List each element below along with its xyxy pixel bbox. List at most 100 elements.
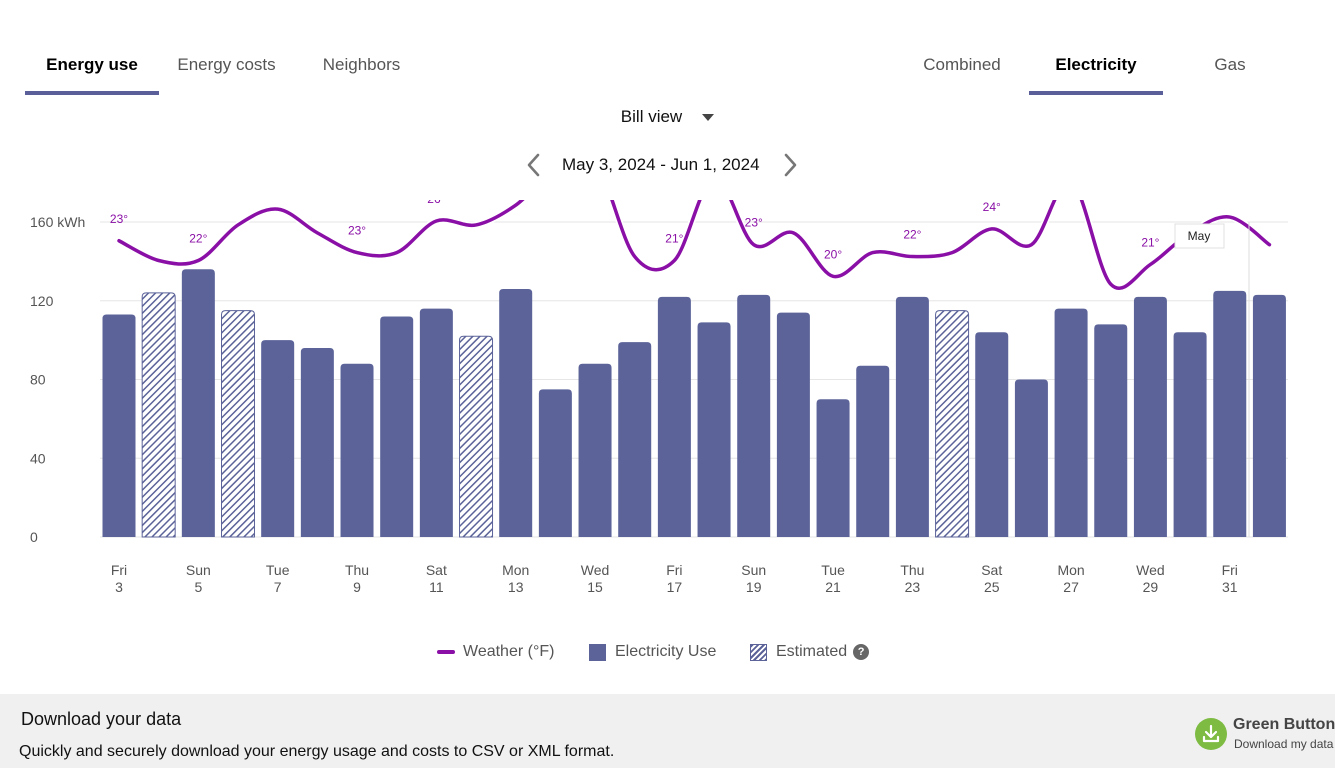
x-tick-date: 27	[1063, 579, 1079, 595]
x-tick-day: Sat	[426, 562, 447, 578]
usage-bar[interactable]	[697, 322, 731, 537]
download-data-panel: Download your data Quickly and securely …	[0, 694, 1335, 768]
usage-bar[interactable]	[1094, 324, 1128, 537]
estimated-usage-bar[interactable]	[141, 292, 176, 538]
temperature-label: 21°	[1141, 235, 1159, 249]
view-selector[interactable]: Bill view	[0, 107, 1335, 127]
x-tick-date: 15	[587, 579, 603, 595]
usage-bar[interactable]	[1014, 379, 1048, 538]
temperature-label: 25°	[1221, 200, 1239, 202]
chart-legend: Weather (°F) Electricity Use Estimated ?	[0, 640, 1335, 664]
usage-bar[interactable]	[1213, 290, 1247, 537]
temperature-label: 20°	[824, 247, 842, 261]
usage-bar[interactable]	[578, 363, 612, 537]
usage-bar[interactable]	[300, 348, 334, 537]
chevron-left-icon	[527, 153, 540, 177]
green-button-title: Green Button	[1233, 716, 1335, 733]
tab-electricity[interactable]: Electricity	[1029, 40, 1163, 95]
x-tick-date: 11	[429, 579, 444, 595]
x-tick-date: 25	[984, 579, 1000, 595]
x-tick-date: 9	[353, 579, 361, 595]
usage-bar[interactable]	[538, 389, 572, 537]
month-marker-box	[1174, 223, 1225, 249]
weather-line-swatch	[437, 650, 455, 654]
usage-bar[interactable]	[975, 332, 1009, 537]
usage-bar[interactable]	[1252, 294, 1286, 537]
x-tick-day: Sun	[186, 562, 211, 578]
green-button-subtitle: Download my data	[1234, 737, 1334, 751]
tab-neighbors[interactable]: Neighbors	[322, 55, 401, 74]
temperature-label: 23°	[745, 216, 763, 230]
x-tick-day: Thu	[345, 562, 369, 578]
x-tick-date: 7	[274, 579, 282, 595]
y-tick-label: 160 kWh	[30, 214, 85, 230]
next-period-button[interactable]	[777, 150, 803, 180]
usage-bar[interactable]	[816, 399, 850, 537]
x-tick-day: Fri	[1222, 562, 1238, 578]
x-tick-date: 21	[825, 579, 841, 595]
usage-bar[interactable]	[657, 296, 691, 537]
x-tick-date: 13	[508, 579, 524, 595]
date-range-navigator: May 3, 2024 - Jun 1, 2024	[0, 150, 1335, 180]
usage-bar[interactable]	[618, 342, 652, 537]
estimated-usage-bar[interactable]	[221, 310, 256, 538]
temperature-label: 23°	[348, 224, 366, 238]
x-tick-date: 29	[1143, 579, 1159, 595]
tab-combined[interactable]: Combined	[923, 55, 1001, 74]
estimated-usage-bar[interactable]	[459, 335, 494, 538]
y-tick-label: 40	[30, 450, 46, 466]
green-button-logo-icon	[1195, 718, 1227, 750]
chevron-right-icon	[784, 153, 797, 177]
x-tick-date: 5	[194, 579, 202, 595]
usage-bar[interactable]	[261, 340, 295, 537]
x-tick-day: Tue	[821, 562, 845, 578]
x-tick-day: Mon	[502, 562, 529, 578]
usage-bar[interactable]	[1133, 296, 1167, 537]
usage-bar[interactable]	[776, 312, 810, 537]
x-tick-day: Wed	[1136, 562, 1165, 578]
temperature-label: 22°	[189, 232, 207, 246]
download-description: Quickly and securely download your energ…	[19, 743, 615, 760]
x-tick-day: Sun	[741, 562, 766, 578]
download-title: Download your data	[21, 709, 182, 729]
temperature-label: 24°	[983, 200, 1001, 214]
fuel-type-tabs: Combined Electricity Gas	[895, 40, 1297, 96]
estimated-usage-bar[interactable]	[935, 310, 970, 538]
temperature-label: 22°	[903, 228, 921, 242]
usage-bar[interactable]	[419, 308, 453, 537]
x-tick-date: 17	[667, 579, 683, 595]
usage-bar[interactable]	[895, 296, 929, 537]
previous-period-button[interactable]	[521, 150, 547, 180]
usage-bar[interactable]	[856, 365, 890, 537]
temperature-label: 23°	[110, 212, 128, 226]
help-icon[interactable]: ?	[853, 644, 870, 660]
x-tick-day: Sat	[981, 562, 1002, 578]
tab-gas[interactable]: Gas	[1214, 55, 1246, 74]
view-selector-label[interactable]: Bill view	[620, 107, 683, 126]
x-tick-date: 31	[1222, 579, 1238, 595]
usage-bar[interactable]	[737, 294, 771, 537]
x-tick-day: Mon	[1057, 562, 1084, 578]
tab-energy-use[interactable]: Energy use	[25, 40, 159, 95]
usage-bar[interactable]	[102, 314, 136, 537]
x-tick-day: Wed	[581, 562, 610, 578]
usage-bar[interactable]	[499, 288, 533, 537]
x-tick-day: Fri	[666, 562, 682, 578]
month-marker-label: May	[1188, 229, 1211, 243]
usage-bar[interactable]	[181, 269, 215, 537]
tab-energy-costs[interactable]: Energy costs	[177, 55, 276, 74]
usage-type-tabs: Energy use Energy costs Neighbors	[25, 40, 429, 96]
x-tick-day: Tue	[266, 562, 290, 578]
usage-bar[interactable]	[1054, 308, 1088, 537]
temperature-label: 26°	[427, 200, 445, 206]
x-tick-date: 3	[115, 579, 123, 595]
usage-bar[interactable]	[1173, 332, 1207, 537]
x-tick-day: Fri	[111, 562, 127, 578]
legend-estimated: Estimated ?	[750, 640, 870, 664]
x-tick-day: Thu	[900, 562, 924, 578]
green-button-download[interactable]: Green Button Download my data	[1195, 716, 1335, 768]
usage-bar[interactable]	[380, 316, 414, 538]
caret-down-icon[interactable]	[702, 114, 715, 122]
usage-bar[interactable]	[340, 363, 374, 537]
